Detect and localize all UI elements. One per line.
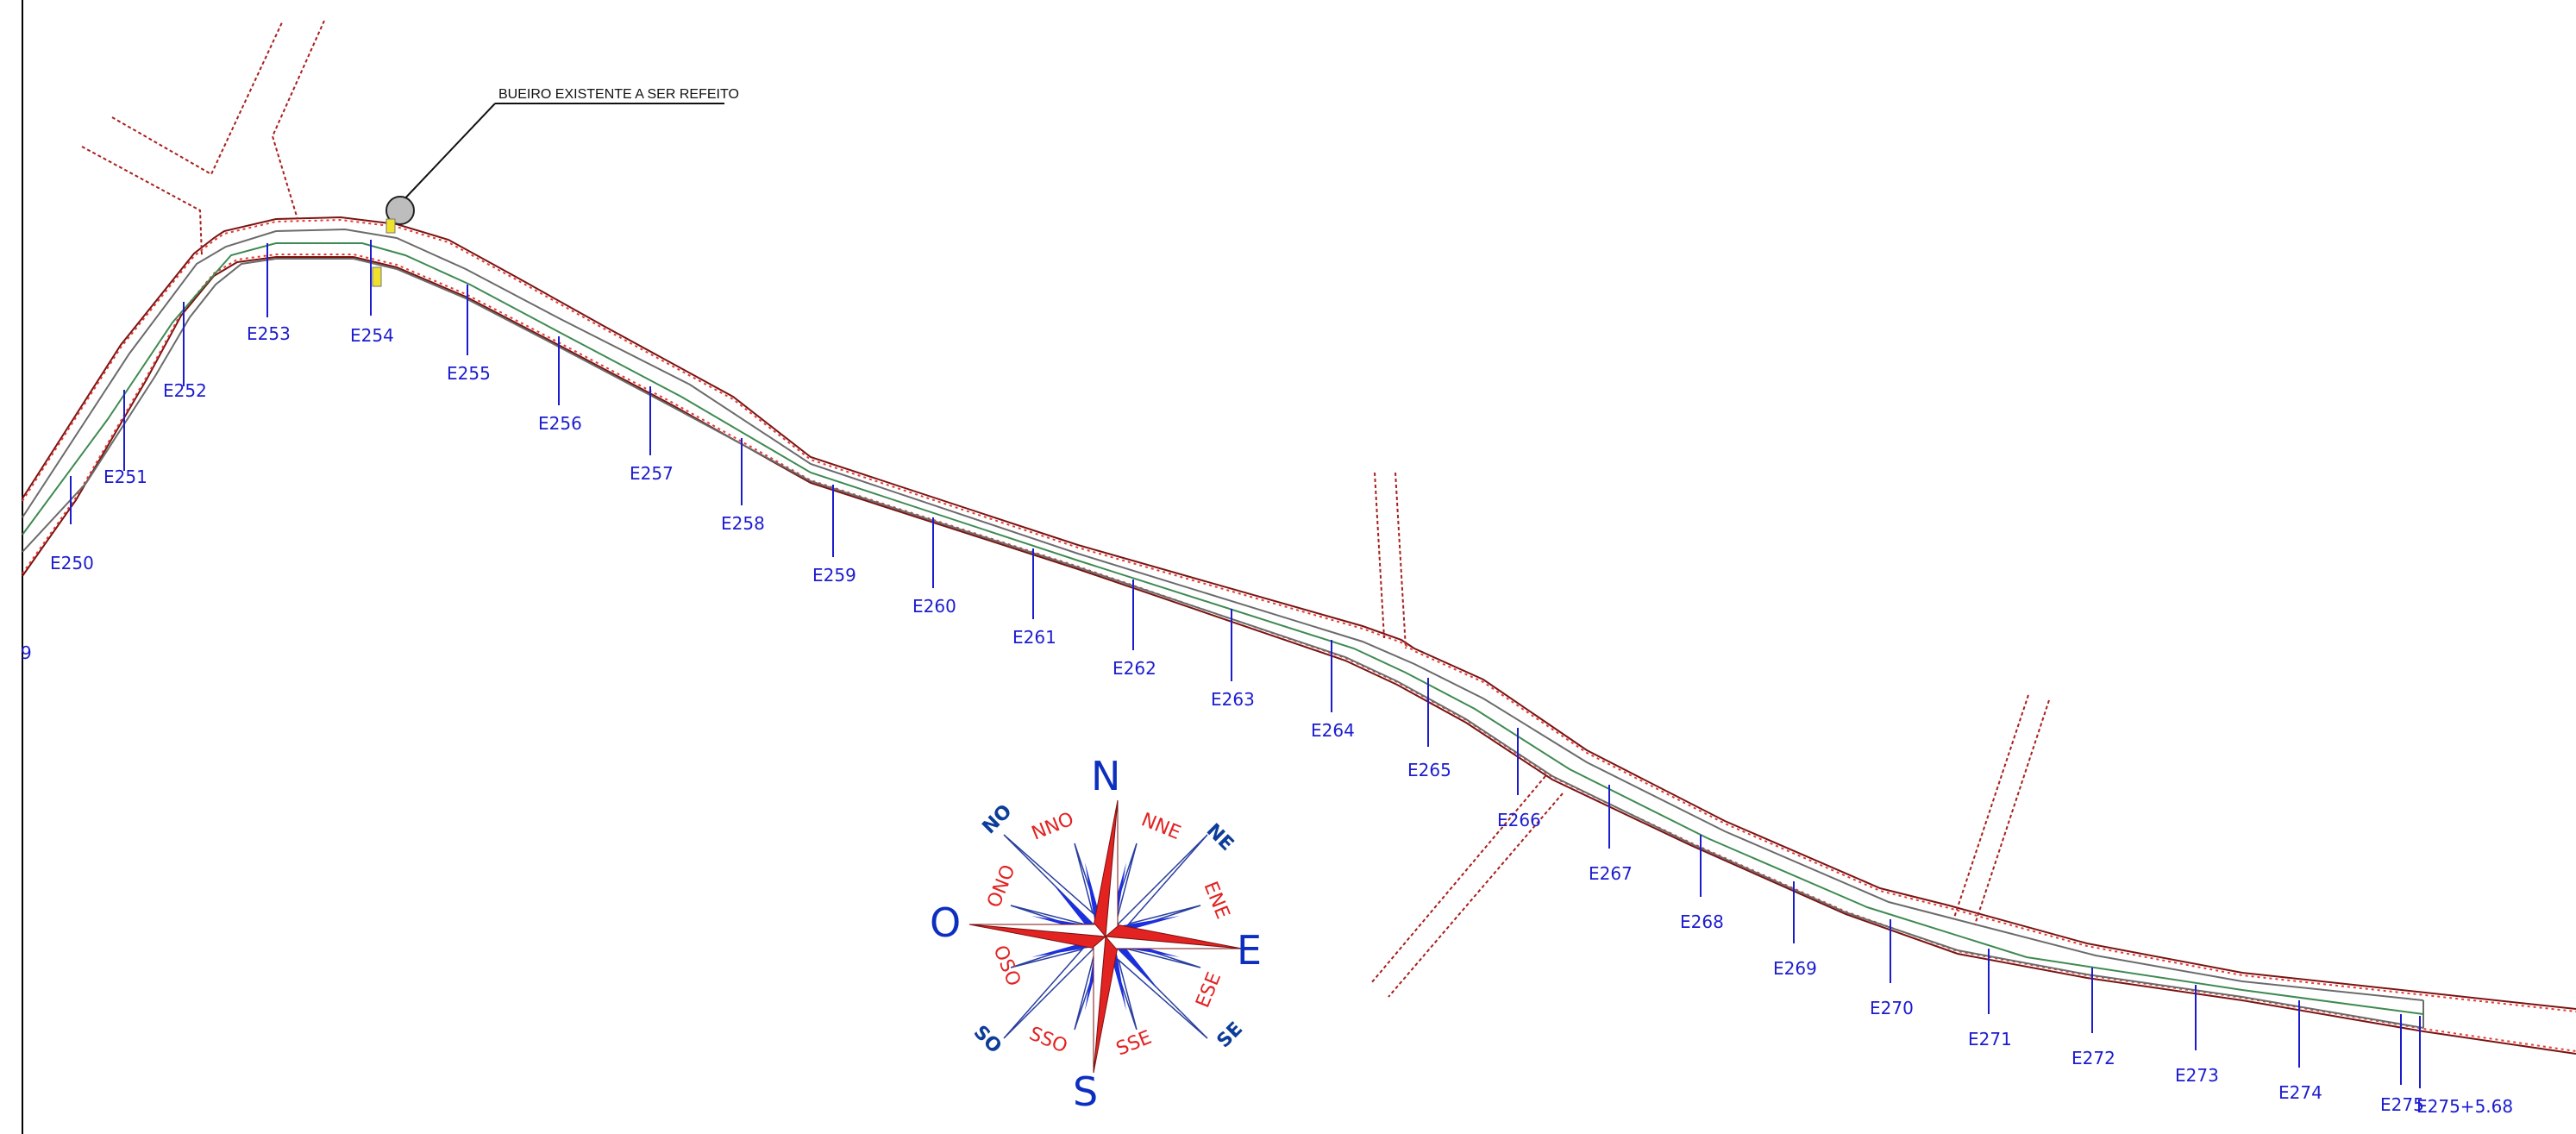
station-label-e251: E251 [103, 467, 147, 487]
compass-label-ne: NE [1202, 820, 1238, 855]
compass-label-no: NO [979, 800, 1017, 838]
side-roads [81, 20, 2050, 998]
blue-spike-10 [1106, 937, 1159, 990]
station-label-e255: E255 [447, 363, 491, 384]
point-north-light [1105, 799, 1119, 938]
station-label-e270: E270 [1870, 998, 1914, 1018]
compass-rose: N S E O NE NO SE SO NNE NNO ENE ONO ESE … [930, 753, 1262, 1115]
compass-label-sse: SSE [1113, 1027, 1155, 1061]
station-label-e262: E262 [1113, 658, 1156, 679]
station-label-e260: E260 [912, 596, 956, 617]
compass-label-se: SE [1213, 1018, 1248, 1053]
compass-white-points [968, 799, 1243, 1074]
station-label-e263: E263 [1211, 689, 1255, 710]
road-upper-boundary [22, 216, 2576, 1010]
station-label-e264: E264 [1311, 720, 1355, 741]
compass-label-north: N [1091, 753, 1120, 799]
station-label-e275: E275 [2380, 1094, 2424, 1115]
compass-label-west: O [930, 899, 961, 946]
culvert-annotation: BUEIRO EXISTENTE A SER REFEITO [498, 87, 739, 102]
road-centerline [22, 242, 2424, 1015]
station-label-e256: E256 [538, 413, 582, 434]
compass-label-ene: ENE [1199, 879, 1233, 922]
edge-station-label: 9 [21, 642, 32, 663]
point-east-light [1104, 936, 1243, 949]
station-label-e274: E274 [2278, 1082, 2322, 1103]
side-road-s-2 [1388, 793, 1564, 998]
pavement-upper-edge [22, 228, 2424, 1001]
station-label-e275+5.68: E275+5.68 [2416, 1096, 2513, 1117]
callout-leader [399, 103, 496, 204]
compass-label-oso: OSO [988, 943, 1024, 989]
blue-spike-9 [1052, 883, 1106, 937]
side-road-mid-1 [1374, 472, 1385, 639]
side-road-n [271, 20, 325, 220]
station-label-e253: E253 [247, 323, 291, 344]
compass-label-ono: ONO [983, 862, 1019, 912]
culvert-outlet [372, 266, 382, 287]
side-road-s-1 [1370, 775, 1546, 984]
station-label-e252: E252 [163, 380, 207, 401]
compass-label-so: SO [969, 1022, 1006, 1058]
culvert-callout: BUEIRO EXISTENTE A SER REFEITO [372, 87, 739, 287]
point-south-light [1093, 935, 1106, 1074]
road-lower-boundary [22, 256, 2576, 1055]
road-upper-boundary-dash [22, 218, 2576, 1012]
station-label-e259: E259 [812, 565, 856, 586]
station-label-e250: E250 [50, 553, 94, 573]
station-label-e261: E261 [1012, 627, 1056, 648]
station-ticks [70, 240, 2421, 1088]
compass-label-south: S [1073, 1068, 1098, 1115]
station-label-e272: E272 [2071, 1048, 2115, 1068]
road-lower-boundary-dash [22, 254, 2576, 1052]
station-label-e254: E254 [350, 325, 394, 346]
side-road-se-2 [1974, 699, 2050, 925]
side-road-nw-1 [81, 146, 203, 256]
side-road-mid-2 [1395, 472, 1407, 649]
station-label-e269: E269 [1773, 958, 1817, 979]
station-label-e273: E273 [2175, 1065, 2219, 1086]
station-label-e267: E267 [1589, 863, 1633, 884]
station-labels: E250 E251 E252 E253 E254 E255 E256 E257 E258 E259… [50, 323, 2513, 1117]
compass-label-ese: ESE [1192, 969, 1225, 1011]
station-label-e271: E271 [1968, 1029, 2012, 1049]
station-label-e265: E265 [1407, 760, 1451, 780]
side-road-se-1 [1953, 694, 2029, 918]
station-label-e257: E257 [630, 463, 674, 484]
side-road-nw-2 [111, 20, 284, 176]
compass-label-nno: NNO [1029, 809, 1077, 845]
point-west-light [968, 924, 1107, 937]
culvert-inlet [385, 218, 396, 234]
station-label-e266: E266 [1497, 810, 1541, 830]
compass-label-sso: SSO [1026, 1023, 1070, 1057]
compass-label-east: E [1237, 927, 1262, 974]
road-boundaries [22, 216, 2576, 1055]
culvert-marker [385, 196, 415, 225]
compass-label-nne: NNE [1138, 809, 1184, 844]
station-label-e268: E268 [1680, 912, 1724, 932]
station-label-e258: E258 [721, 513, 765, 534]
